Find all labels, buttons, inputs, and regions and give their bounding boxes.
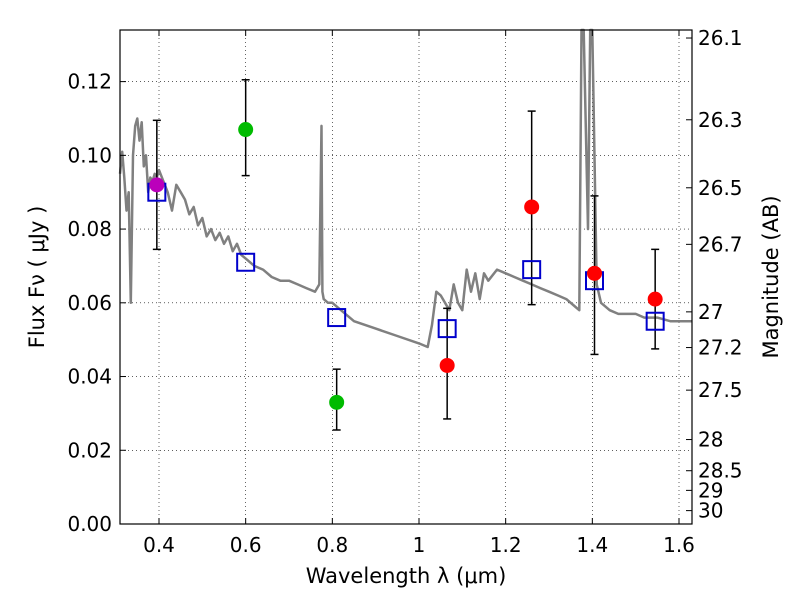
x-tick-label: 0.8 — [316, 533, 348, 557]
right-tick-label: 27.5 — [698, 378, 743, 402]
x-tick-label: 1.4 — [576, 533, 608, 557]
axes: 0.4 0.6 0.8 1 1.2 1.4 1.6 0.00 0.02 0.04 0.06 0.08 0… — [67, 26, 742, 557]
y-tick-label: 0.00 — [67, 512, 112, 536]
right-tick-label: 29 — [698, 478, 723, 502]
observed-flux-point — [647, 291, 663, 307]
right-tick-label: 28.5 — [698, 459, 743, 483]
plot-frame — [119, 29, 693, 525]
observed-flux-point — [587, 265, 602, 281]
observed-flux-point — [524, 199, 540, 215]
model-photometry-square — [236, 252, 256, 272]
observed-flux-point — [439, 357, 455, 373]
observed-flux-point — [238, 122, 254, 138]
model-photometry-square — [522, 260, 542, 280]
grid — [120, 30, 692, 525]
model-photometry-square — [437, 319, 457, 339]
x-tick-label: 1.2 — [490, 533, 522, 557]
y-tick-label: 0.04 — [67, 365, 112, 389]
model-curve-line — [118, 28, 692, 349]
x-tick-label: 1 — [413, 533, 426, 557]
model-curve-layer — [118, 28, 692, 349]
observed-flux-point — [149, 177, 165, 193]
right-axis-label: Magnitude (AB) — [759, 195, 783, 358]
right-tick-label: 27 — [698, 300, 723, 324]
right-tick-label: 30 — [698, 499, 723, 523]
right-tick-label: 28 — [698, 428, 723, 452]
x-tick-label: 1.6 — [663, 533, 695, 557]
right-tick-label: 26.1 — [698, 26, 743, 50]
right-tick-label: 26.5 — [698, 176, 743, 200]
observed-flux-point — [329, 394, 345, 410]
x-tick-label: 0.4 — [143, 533, 175, 557]
y-axis-label: Flux Fν ( μJy ) — [25, 206, 49, 349]
y-tick-label: 0.12 — [67, 70, 112, 94]
x-tick-label: 0.6 — [230, 533, 262, 557]
right-tick-label: 26.3 — [698, 108, 743, 132]
y-tick-label: 0.08 — [67, 217, 112, 241]
data-points-layer — [147, 79, 665, 431]
model-photometry-square — [645, 311, 665, 331]
x-axis-label: Wavelength λ (μm) — [306, 564, 507, 588]
y-tick-label: 0.10 — [67, 143, 112, 167]
y-tick-label: 0.06 — [67, 291, 112, 315]
model-photometry-square — [327, 308, 347, 328]
right-tick-label: 27.2 — [698, 336, 743, 360]
right-tick-label: 26.7 — [698, 232, 743, 256]
y-tick-label: 0.02 — [67, 438, 112, 462]
